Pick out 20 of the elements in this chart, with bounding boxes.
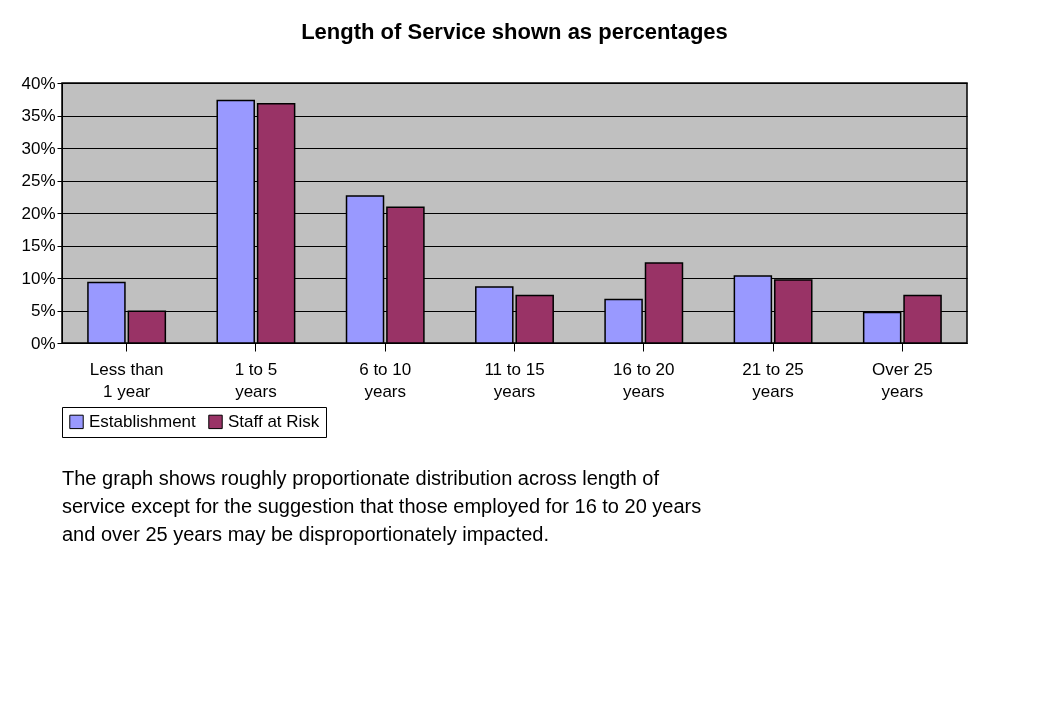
y-tick-label: 0%	[30, 333, 56, 353]
x-tick-label: 6 to 10 years	[359, 359, 412, 401]
y-tick-label: 15%	[21, 236, 56, 255]
y-tick-label: 20%	[21, 203, 56, 223]
y-tick-label: 25%	[21, 171, 56, 190]
x-tick-label: 11 to 15 years	[484, 359, 545, 401]
chart-title: Length of Service shown as percentages	[301, 19, 728, 44]
y-tick-label: 30%	[21, 138, 56, 158]
x-tick-label: 16 to 20 years	[613, 359, 675, 401]
y-tick-label: 10%	[21, 268, 56, 288]
text: The graph shows roughly proportionate distribution across length of service except for the suggestion that those employed for 16 to 20 years and over 25 years may be disproportionately impacted.	[62, 467, 702, 545]
x-tick-label: Over 25 years	[872, 359, 933, 401]
x-tick-label: 21 to 25 years	[742, 359, 804, 401]
y-tick-label: 5%	[30, 301, 56, 320]
x-tick-label: 1 to 5 years	[234, 359, 278, 401]
legend-label: Staff at Risk	[228, 411, 320, 431]
y-tick-label: 35%	[21, 106, 56, 125]
x-tick-label: Less than 1 year	[89, 359, 164, 401]
legend-label: Establishment	[89, 411, 197, 431]
y-tick-label: 40%	[21, 73, 56, 93]
